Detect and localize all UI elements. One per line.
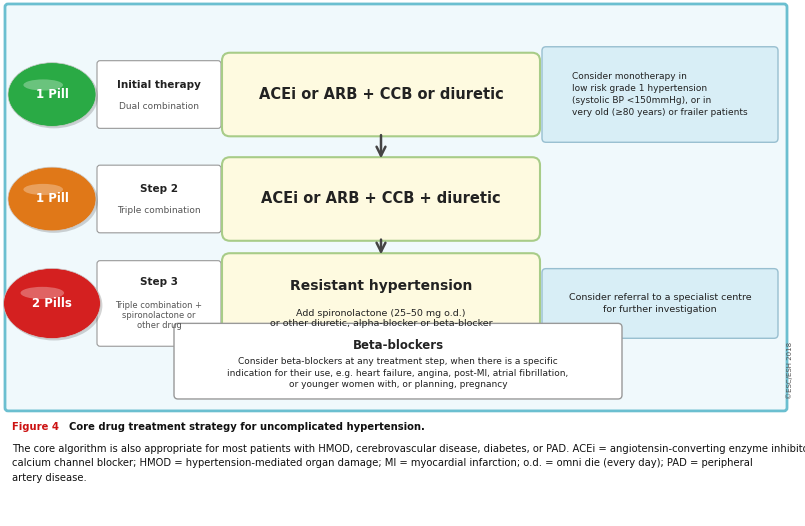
- Text: Figure 4: Figure 4: [12, 422, 59, 432]
- FancyBboxPatch shape: [97, 165, 221, 233]
- Text: The core algorithm is also appropriate for most patients with HMOD, cerebrovascu: The core algorithm is also appropriate f…: [12, 444, 805, 483]
- Text: Dual combination: Dual combination: [119, 102, 199, 111]
- Text: Triple combination: Triple combination: [118, 206, 200, 216]
- Text: ©ESC/ESH 2018: ©ESC/ESH 2018: [786, 342, 794, 399]
- Ellipse shape: [10, 169, 98, 233]
- Ellipse shape: [21, 287, 64, 299]
- Text: Consider monotherapy in
low risk grade 1 hypertension
(systolic BP <150mmHg), or: Consider monotherapy in low risk grade 1…: [572, 72, 748, 117]
- Text: Add spironolactone (25–50 mg o.d.)
or other diuretic, alpha-blocker or beta-bloc: Add spironolactone (25–50 mg o.d.) or ot…: [270, 309, 493, 328]
- Text: ACEi or ARB + CCB or diuretic: ACEi or ARB + CCB or diuretic: [258, 87, 503, 102]
- FancyBboxPatch shape: [97, 60, 221, 128]
- Ellipse shape: [10, 65, 98, 128]
- Text: 1 Pill: 1 Pill: [35, 193, 68, 206]
- FancyBboxPatch shape: [222, 53, 540, 136]
- Text: Step 2: Step 2: [140, 184, 178, 194]
- FancyBboxPatch shape: [174, 323, 622, 399]
- Text: Beta-blockers: Beta-blockers: [353, 339, 444, 352]
- Ellipse shape: [8, 63, 96, 126]
- Ellipse shape: [23, 184, 63, 195]
- Text: 2 Pills: 2 Pills: [32, 297, 72, 310]
- Text: 1 Pill: 1 Pill: [35, 88, 68, 101]
- FancyBboxPatch shape: [542, 269, 778, 338]
- Text: Resistant hypertension: Resistant hypertension: [290, 279, 473, 292]
- FancyBboxPatch shape: [222, 157, 540, 241]
- Ellipse shape: [6, 270, 102, 340]
- Ellipse shape: [3, 268, 101, 339]
- FancyBboxPatch shape: [542, 47, 778, 142]
- Ellipse shape: [8, 167, 96, 231]
- Ellipse shape: [23, 79, 63, 90]
- Text: ACEi or ARB + CCB + diuretic: ACEi or ARB + CCB + diuretic: [261, 191, 501, 207]
- FancyBboxPatch shape: [222, 253, 540, 353]
- FancyBboxPatch shape: [5, 4, 787, 411]
- Text: Core drug treatment strategy for uncomplicated hypertension.: Core drug treatment strategy for uncompl…: [62, 422, 425, 432]
- Text: Step 3: Step 3: [140, 277, 178, 287]
- FancyBboxPatch shape: [97, 261, 221, 346]
- Text: Consider beta-blockers at any treatment step, when there is a specific
indicatio: Consider beta-blockers at any treatment …: [227, 357, 568, 389]
- Text: Triple combination +
spironolactone or
other drug: Triple combination + spironolactone or o…: [115, 300, 203, 330]
- Text: Consider referral to a specialist centre
for further investigation: Consider referral to a specialist centre…: [568, 293, 751, 314]
- Text: Initial therapy: Initial therapy: [117, 79, 201, 89]
